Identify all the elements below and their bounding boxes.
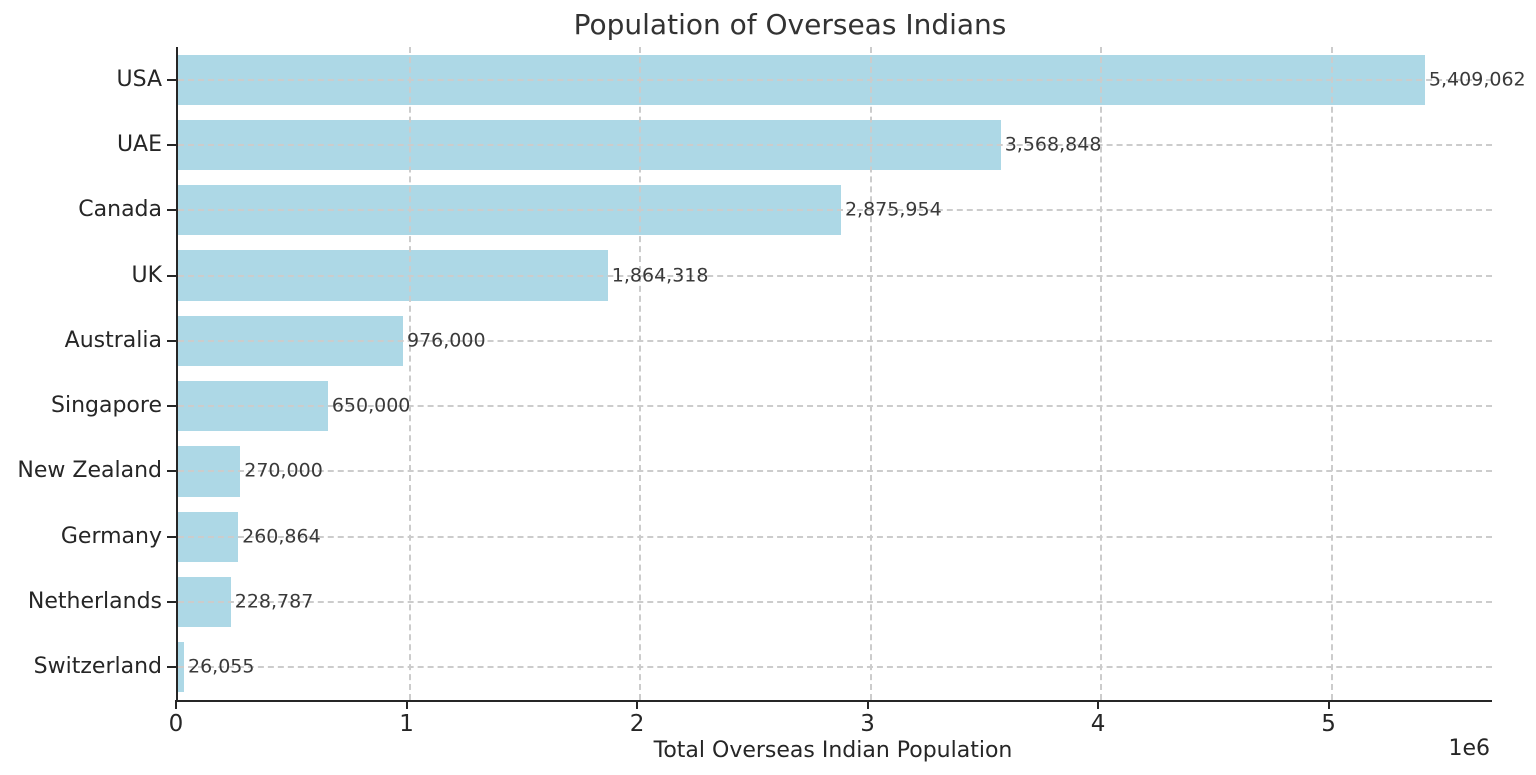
axis-offset-label: 1e6 — [1448, 736, 1490, 761]
h-gridline — [178, 143, 1492, 146]
v-gridline — [639, 47, 642, 700]
y-tick-mark — [167, 209, 176, 212]
v-gridline — [1100, 47, 1103, 700]
y-tick-mark — [167, 143, 176, 146]
h-gridline — [178, 601, 1492, 604]
h-gridline — [178, 78, 1492, 81]
x-tick-mark — [175, 700, 177, 709]
h-gridline — [178, 535, 1492, 538]
bar-value-label: 3,568,848 — [1004, 133, 1102, 156]
chart-title: Population of Overseas Indians — [573, 8, 1007, 41]
h-gridline — [178, 405, 1492, 408]
y-tick-label: UAE — [116, 131, 162, 157]
x-tick-mark — [866, 700, 869, 709]
x-tick-label: 2 — [629, 711, 645, 737]
bar-value-label: 2,875,954 — [844, 198, 942, 221]
plot-area: 5,409,062 3,568,848 2,875,954 1,864,318 976,… — [176, 47, 1526, 702]
v-gridline — [869, 47, 872, 700]
y-tick-mark — [167, 535, 176, 538]
y-tick-label: New Zealand — [17, 458, 162, 484]
y-tick-mark — [167, 470, 176, 473]
bar-value-label: 270,000 — [244, 459, 323, 482]
bar-value-label: 5,409,062 — [1428, 68, 1526, 91]
v-gridline — [408, 47, 411, 700]
bar-value-label: 260,864 — [242, 525, 321, 548]
y-tick-label: Canada — [78, 197, 162, 223]
x-tick-mark — [405, 700, 408, 709]
y-tick-mark — [167, 274, 176, 277]
x-tick-mark — [1327, 700, 1330, 709]
y-tick-mark — [167, 339, 176, 342]
y-tick-mark — [167, 78, 176, 81]
y-tick-mark — [167, 601, 176, 604]
y-tick-label: USA — [116, 66, 162, 92]
x-tick-label: 0 — [168, 711, 184, 737]
x-tick-label: 5 — [1321, 711, 1336, 737]
x-tick-mark — [1097, 700, 1100, 709]
y-tick-label: Germany — [60, 523, 162, 549]
y-tick-label: Switzerland — [33, 654, 162, 680]
h-gridline — [178, 339, 1492, 342]
h-gridline — [178, 274, 1492, 277]
x-tick-label: 1 — [399, 711, 414, 737]
y-tick-mark — [167, 666, 176, 669]
h-gridline — [178, 209, 1492, 212]
h-gridline — [178, 666, 1492, 669]
bar-value-label: 976,000 — [406, 329, 486, 352]
x-tick-mark — [636, 700, 639, 709]
v-gridline — [1330, 47, 1333, 700]
bar-value-label: 650,000 — [331, 394, 411, 417]
y-tick-mark — [167, 405, 176, 408]
y-tick-label: Australia — [64, 327, 162, 353]
x-tick-label: 4 — [1090, 711, 1106, 737]
bar-value-label: 26,055 — [188, 655, 255, 678]
x-axis-label: Total Overseas Indian Population — [653, 738, 1013, 763]
y-tick-label: UK — [131, 262, 162, 288]
h-gridline — [178, 470, 1492, 473]
x-tick-label: 3 — [860, 711, 875, 737]
y-tick-label: Netherlands — [27, 589, 162, 615]
bar-value-label: 228,787 — [234, 590, 314, 613]
y-tick-label: Singapore — [51, 393, 162, 419]
bar-value-label: 1,864,318 — [611, 264, 709, 287]
